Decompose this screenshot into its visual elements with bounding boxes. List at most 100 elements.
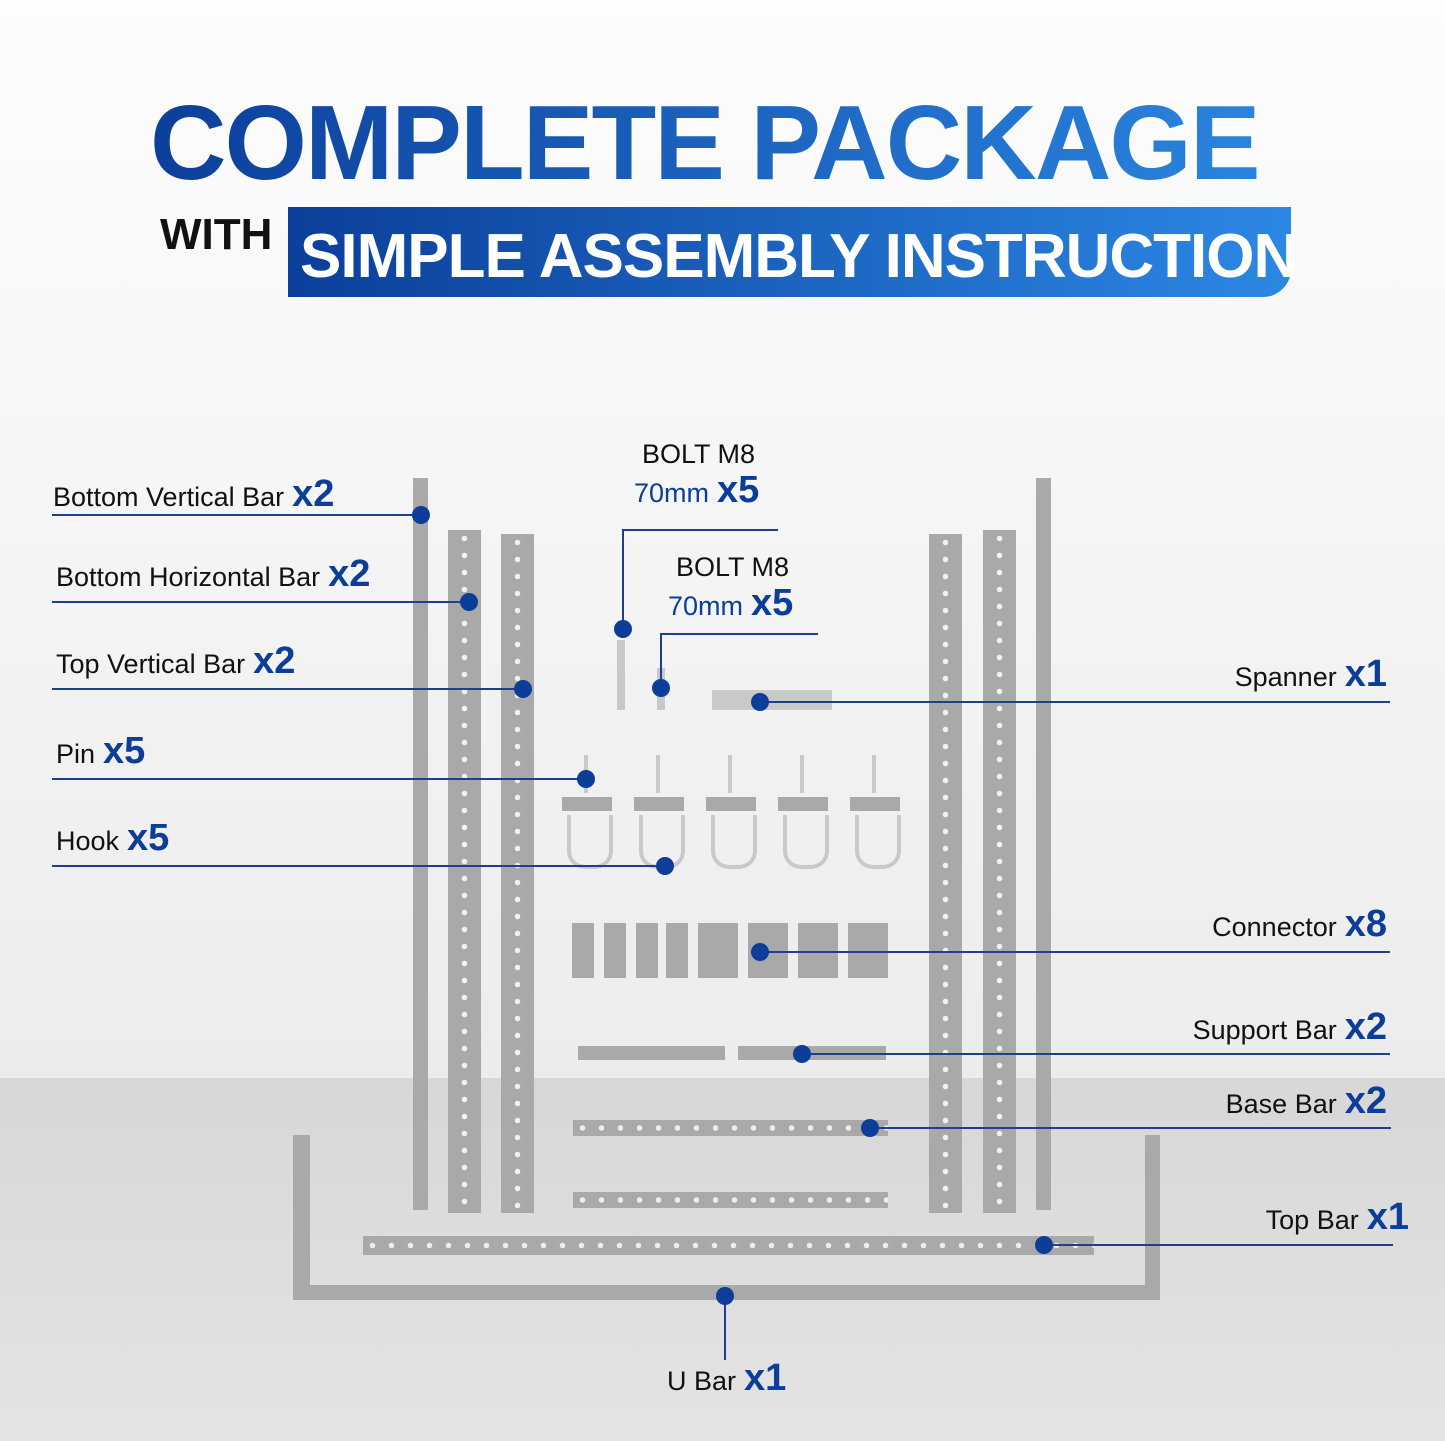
callout-dot — [514, 680, 532, 698]
callout-bolt-2: 70mm x5 — [668, 582, 794, 624]
callout-line — [52, 778, 586, 780]
bottom-horizontal-bar — [448, 530, 481, 1213]
callout-bolt-1-label: BOLT M8 — [642, 439, 756, 469]
connector — [572, 923, 594, 978]
u-bar-left — [293, 1135, 310, 1300]
bottom-vertical-bar — [413, 478, 428, 1210]
callout-top-vertical-bar: Top Vertical Bar x2 — [56, 640, 296, 682]
callout-dot — [656, 857, 674, 875]
connector — [604, 923, 626, 978]
bolt — [617, 640, 625, 710]
callout-bolt-1: 70mm x5 — [634, 471, 759, 511]
subtitle: SIMPLE ASSEMBLY INSTRUCTION — [300, 222, 1298, 291]
support-bar — [578, 1046, 725, 1060]
callout-label: Hook — [56, 826, 120, 856]
callout-label: Pin — [56, 739, 96, 769]
hook — [711, 815, 757, 869]
hook-plate — [778, 797, 828, 811]
callout-line — [760, 701, 1390, 703]
callout-line — [760, 951, 1390, 953]
callout-count: x5 — [127, 817, 170, 859]
top-vertical-bar — [501, 534, 534, 1213]
callout-label: Top Bar — [1265, 1205, 1359, 1235]
hook-plate — [562, 797, 612, 811]
hook — [567, 815, 613, 869]
bottom-vertical-bar — [1036, 478, 1051, 1210]
callout-label: Top Vertical Bar — [56, 649, 246, 679]
callout-dot — [412, 506, 430, 524]
callout-top-bar: Top Bar x1 — [1265, 1198, 1409, 1238]
callout-dot — [861, 1119, 879, 1137]
base-bar — [573, 1192, 888, 1208]
callout-label: Connector — [1212, 912, 1337, 942]
callout-dot — [751, 693, 769, 711]
callout-line — [660, 633, 662, 688]
callout-count: x5 — [751, 582, 794, 624]
spanner — [712, 690, 832, 710]
callout-dot — [460, 593, 478, 611]
connector — [698, 923, 738, 978]
callout-line — [660, 633, 818, 635]
callout-dot — [751, 943, 769, 961]
subtitle-banner: SIMPLE ASSEMBLY INSTRUCTION — [288, 207, 1298, 297]
callout-base-bar: Base Bar x2 — [1225, 1080, 1387, 1122]
callout-bolt-2-label: BOLT M8 — [676, 552, 790, 582]
wall-background — [0, 0, 1445, 1078]
callout-line — [52, 688, 523, 690]
callout-count: x2 — [1344, 1080, 1387, 1122]
pin — [656, 755, 660, 793]
pin — [800, 755, 804, 793]
callout-bottom-horizontal-bar: Bottom Horizontal Bar x2 — [56, 553, 371, 595]
top-vertical-bar — [929, 534, 962, 1213]
connector — [848, 923, 888, 978]
callout-line — [1044, 1244, 1393, 1246]
with-label: WITH — [160, 210, 273, 259]
connector — [636, 923, 658, 978]
callout-line — [52, 601, 469, 603]
callout-dot — [793, 1045, 811, 1063]
callout-count: x5 — [103, 730, 146, 772]
callout-hook: Hook x5 — [56, 817, 170, 859]
floor-background — [0, 1078, 1445, 1441]
hook-plate — [634, 797, 684, 811]
callout-line — [52, 865, 665, 867]
callout-dot — [614, 620, 632, 638]
callout-spanner: Spanner x1 — [1235, 653, 1387, 695]
callout-count: x2 — [328, 553, 371, 595]
callout-dot — [652, 679, 670, 697]
callout-count: x1 — [1344, 653, 1387, 695]
bottom-horizontal-bar — [983, 530, 1016, 1213]
callout-size: 70mm — [668, 591, 744, 621]
callout-line — [622, 529, 624, 629]
hook — [855, 815, 901, 869]
page-title: COMPLETE PACKAGE — [150, 88, 1295, 198]
callout-bottom-vertical-bar: Bottom Vertical Bar x2 — [53, 473, 335, 515]
callout-line — [724, 1295, 726, 1360]
callout-label: Bottom Vertical Bar — [53, 482, 285, 512]
callout-connector: Connector x8 — [1212, 903, 1387, 945]
connector — [666, 923, 688, 978]
callout-line — [802, 1053, 1390, 1055]
callout-line — [52, 514, 421, 516]
u-bar-right — [1145, 1135, 1160, 1300]
callout-label: Bottom Horizontal Bar — [56, 562, 321, 592]
connector — [798, 923, 838, 978]
callout-count: x2 — [253, 640, 296, 682]
top-bar — [363, 1236, 1094, 1255]
callout-support-bar: Support Bar x2 — [1192, 1006, 1387, 1048]
callout-label: Base Bar — [1225, 1089, 1337, 1119]
callout-count: x2 — [1344, 1006, 1387, 1048]
hook — [783, 815, 829, 869]
callout-pin: Pin x5 — [56, 730, 146, 772]
callout-u-bar: U Bar x1 — [667, 1357, 787, 1399]
callout-count: x2 — [292, 473, 335, 515]
callout-count: x1 — [744, 1357, 787, 1399]
callout-dot — [1035, 1236, 1053, 1254]
callout-label: U Bar — [667, 1366, 737, 1396]
hook-plate — [706, 797, 756, 811]
callout-line — [870, 1127, 1391, 1129]
base-bar — [573, 1120, 888, 1136]
callout-count: x8 — [1344, 903, 1387, 945]
callout-label: Support Bar — [1192, 1015, 1337, 1045]
callout-size: 70mm — [634, 478, 710, 508]
